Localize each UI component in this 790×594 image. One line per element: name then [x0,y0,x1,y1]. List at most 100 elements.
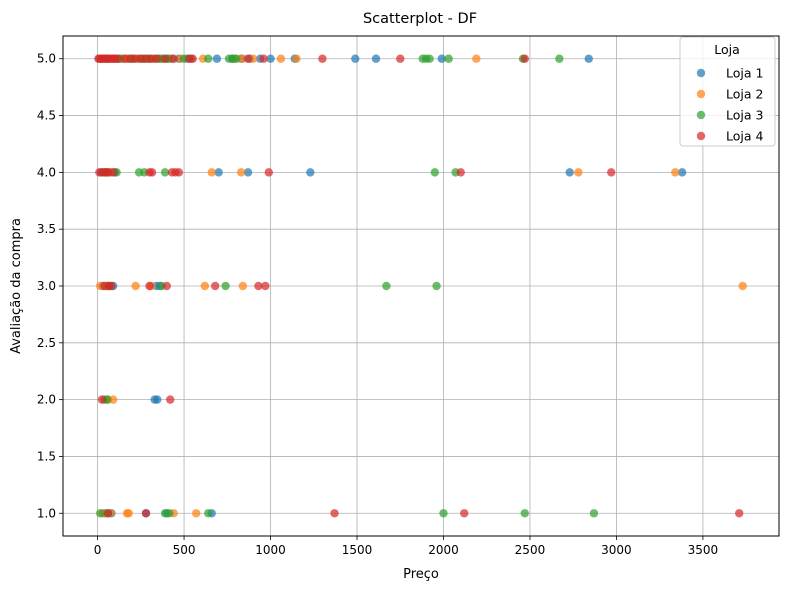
x-tick-label: 3000 [601,543,632,557]
x-tick-label: 0 [94,543,102,557]
data-point [330,509,339,518]
data-point [351,54,360,63]
y-tick-label: 4.0 [37,165,56,179]
data-point [254,281,263,291]
data-point [456,168,465,177]
data-point [371,54,381,63]
data-point [472,54,481,63]
y-tick-label: 1.5 [37,449,56,463]
data-point [145,281,154,291]
x-axis-label: Preço [403,567,439,582]
data-point [108,395,118,404]
data-point [266,54,275,63]
x-tick-label: 1500 [342,543,373,557]
y-tick-label: 2.0 [37,393,56,407]
data-point [738,281,747,291]
legend-label: Loja 1 [726,66,763,81]
x-tick-label: 1000 [255,543,286,557]
data-point [152,54,161,63]
data-point [238,281,248,291]
legend-marker [696,131,706,141]
x-tick-label: 3500 [688,543,719,557]
legend-marker [696,89,706,99]
data-point [261,281,270,291]
data-point [212,54,222,63]
data-point [147,168,157,177]
data-point [460,509,469,518]
data-point [107,281,116,291]
x-tick-label: 2500 [515,543,546,557]
data-point [153,395,162,404]
x-tick-label: 2000 [428,543,459,557]
data-point [207,168,216,177]
data-point [131,281,140,291]
data-point [160,54,170,63]
data-point [574,168,583,177]
data-point [204,54,213,63]
chart-title: Scatterplot - DF [363,11,477,27]
data-point [210,281,220,291]
legend-marker [696,68,706,78]
y-axis-ticks: 1.0 1.5 2.0 2.5 3.0 3.5 4.0 4.5 5.0 [37,52,63,520]
data-point [437,54,446,63]
data-point [97,395,107,404]
data-point [589,509,599,518]
data-point [169,54,178,63]
data-point [584,54,593,63]
data-point [200,281,210,291]
data-point [430,168,440,177]
data-point [607,168,616,177]
legend-label: Loja 3 [726,108,763,123]
data-point [520,509,529,518]
legend: Loja Loja 1 Loja 2 Loja 3 Loja 4 [679,36,776,147]
data-point [264,168,274,177]
data-point [236,168,246,177]
legend-box [679,36,776,147]
data-point [396,54,405,63]
data-point [520,54,529,63]
series-4 [94,54,744,518]
data-point [162,281,171,291]
legend-label: Loja 2 [726,87,763,102]
y-tick-label: 4.5 [37,109,56,123]
data-point [243,168,253,177]
data-point [432,281,441,291]
data-point [425,54,434,63]
data-point [382,281,391,291]
data-point [259,54,268,63]
data-point [276,54,286,63]
data-point [671,168,680,177]
x-tick-label: 500 [173,543,196,557]
y-tick-label: 3.0 [37,279,56,293]
data-point [306,168,315,177]
x-axis-ticks: 0 500 1000 1500 2000 2500 3000 3500 [94,536,718,557]
y-axis-label: Avaliação da compra [9,218,24,354]
data-point [174,168,184,177]
y-tick-label: 2.5 [37,336,56,350]
data-point [243,54,253,63]
data-point [231,54,241,63]
y-tick-label: 3.5 [37,222,56,236]
data-point [555,54,564,63]
data-point [214,168,223,177]
data-point [95,509,105,518]
y-tick-label: 5.0 [37,52,56,66]
data-point [113,54,122,63]
data-point [124,509,133,518]
data-point [221,281,230,291]
data-point [439,509,448,518]
data-point [191,509,201,518]
data-point [165,509,174,518]
legend-title: Loja [714,42,740,57]
data-point [108,168,118,177]
data-point [735,509,744,518]
data-point [103,509,113,518]
data-point [204,509,213,518]
data-points [94,54,747,518]
legend-marker [696,110,706,120]
data-point [188,54,197,63]
data-point [677,168,687,177]
